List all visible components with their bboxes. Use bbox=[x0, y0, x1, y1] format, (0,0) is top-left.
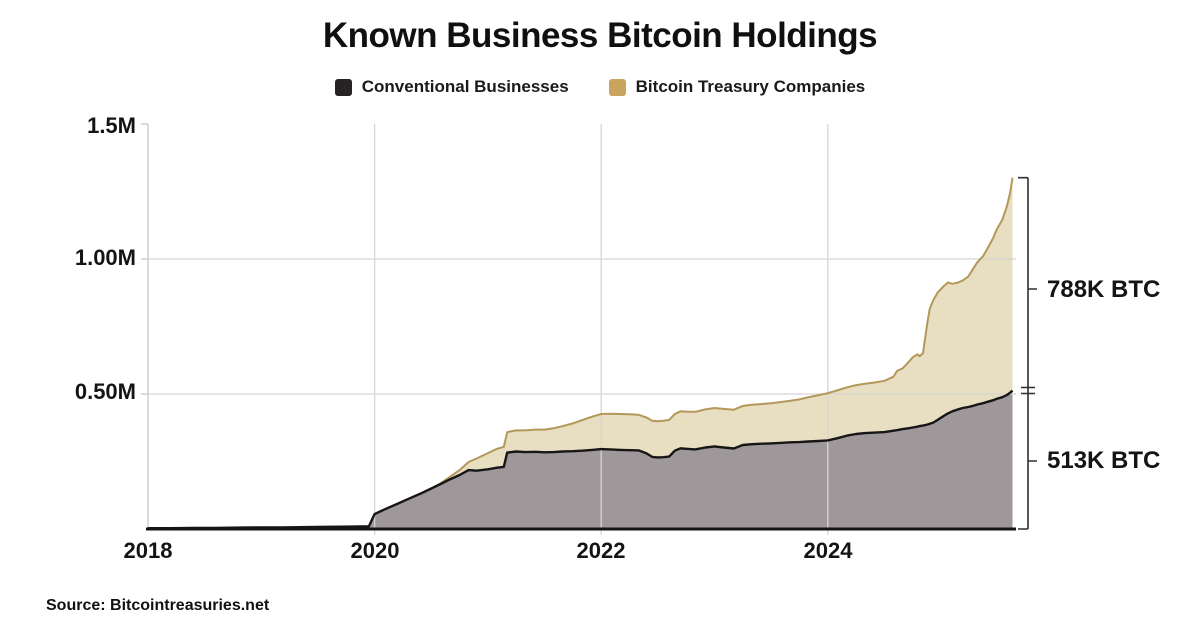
legend-item-treasury: Bitcoin Treasury Companies bbox=[608, 77, 866, 97]
legend-label-treasury: Bitcoin Treasury Companies bbox=[635, 77, 866, 96]
legend-item-conventional: Conventional Businesses bbox=[334, 77, 569, 97]
treasury-total-annotation: 788K BTC bbox=[1047, 276, 1161, 303]
annotation-bracket bbox=[1018, 176, 1037, 530]
chart-legend: Conventional Businesses Bitcoin Treasury… bbox=[0, 77, 1200, 97]
conventional-line bbox=[148, 389, 1014, 530]
legend-label-conventional: Conventional Businesses bbox=[361, 77, 569, 96]
conventional-area bbox=[148, 390, 1013, 529]
x-axis-tick-label: 2024 bbox=[803, 538, 853, 563]
source-note: Source: Bitcointreasuries.net bbox=[46, 597, 270, 614]
y-axis-tick-label: 0.50M bbox=[74, 379, 136, 404]
treasury-swatch bbox=[608, 78, 626, 96]
x-axis-tick-label: 2020 bbox=[350, 538, 400, 563]
y-axis-tick-label: 1.00M bbox=[74, 245, 136, 270]
chart-title: Known Business Bitcoin Holdings bbox=[322, 16, 878, 55]
conventional-total-annotation: 513K BTC bbox=[1047, 447, 1161, 474]
x-axis-tick-label: 2022 bbox=[576, 538, 626, 563]
treasury-area bbox=[148, 177, 1013, 529]
x-axis-tick-label: 2018 bbox=[123, 538, 173, 563]
y-axis-tick-label: 1.5M bbox=[87, 113, 136, 138]
conventional-swatch bbox=[334, 78, 352, 96]
